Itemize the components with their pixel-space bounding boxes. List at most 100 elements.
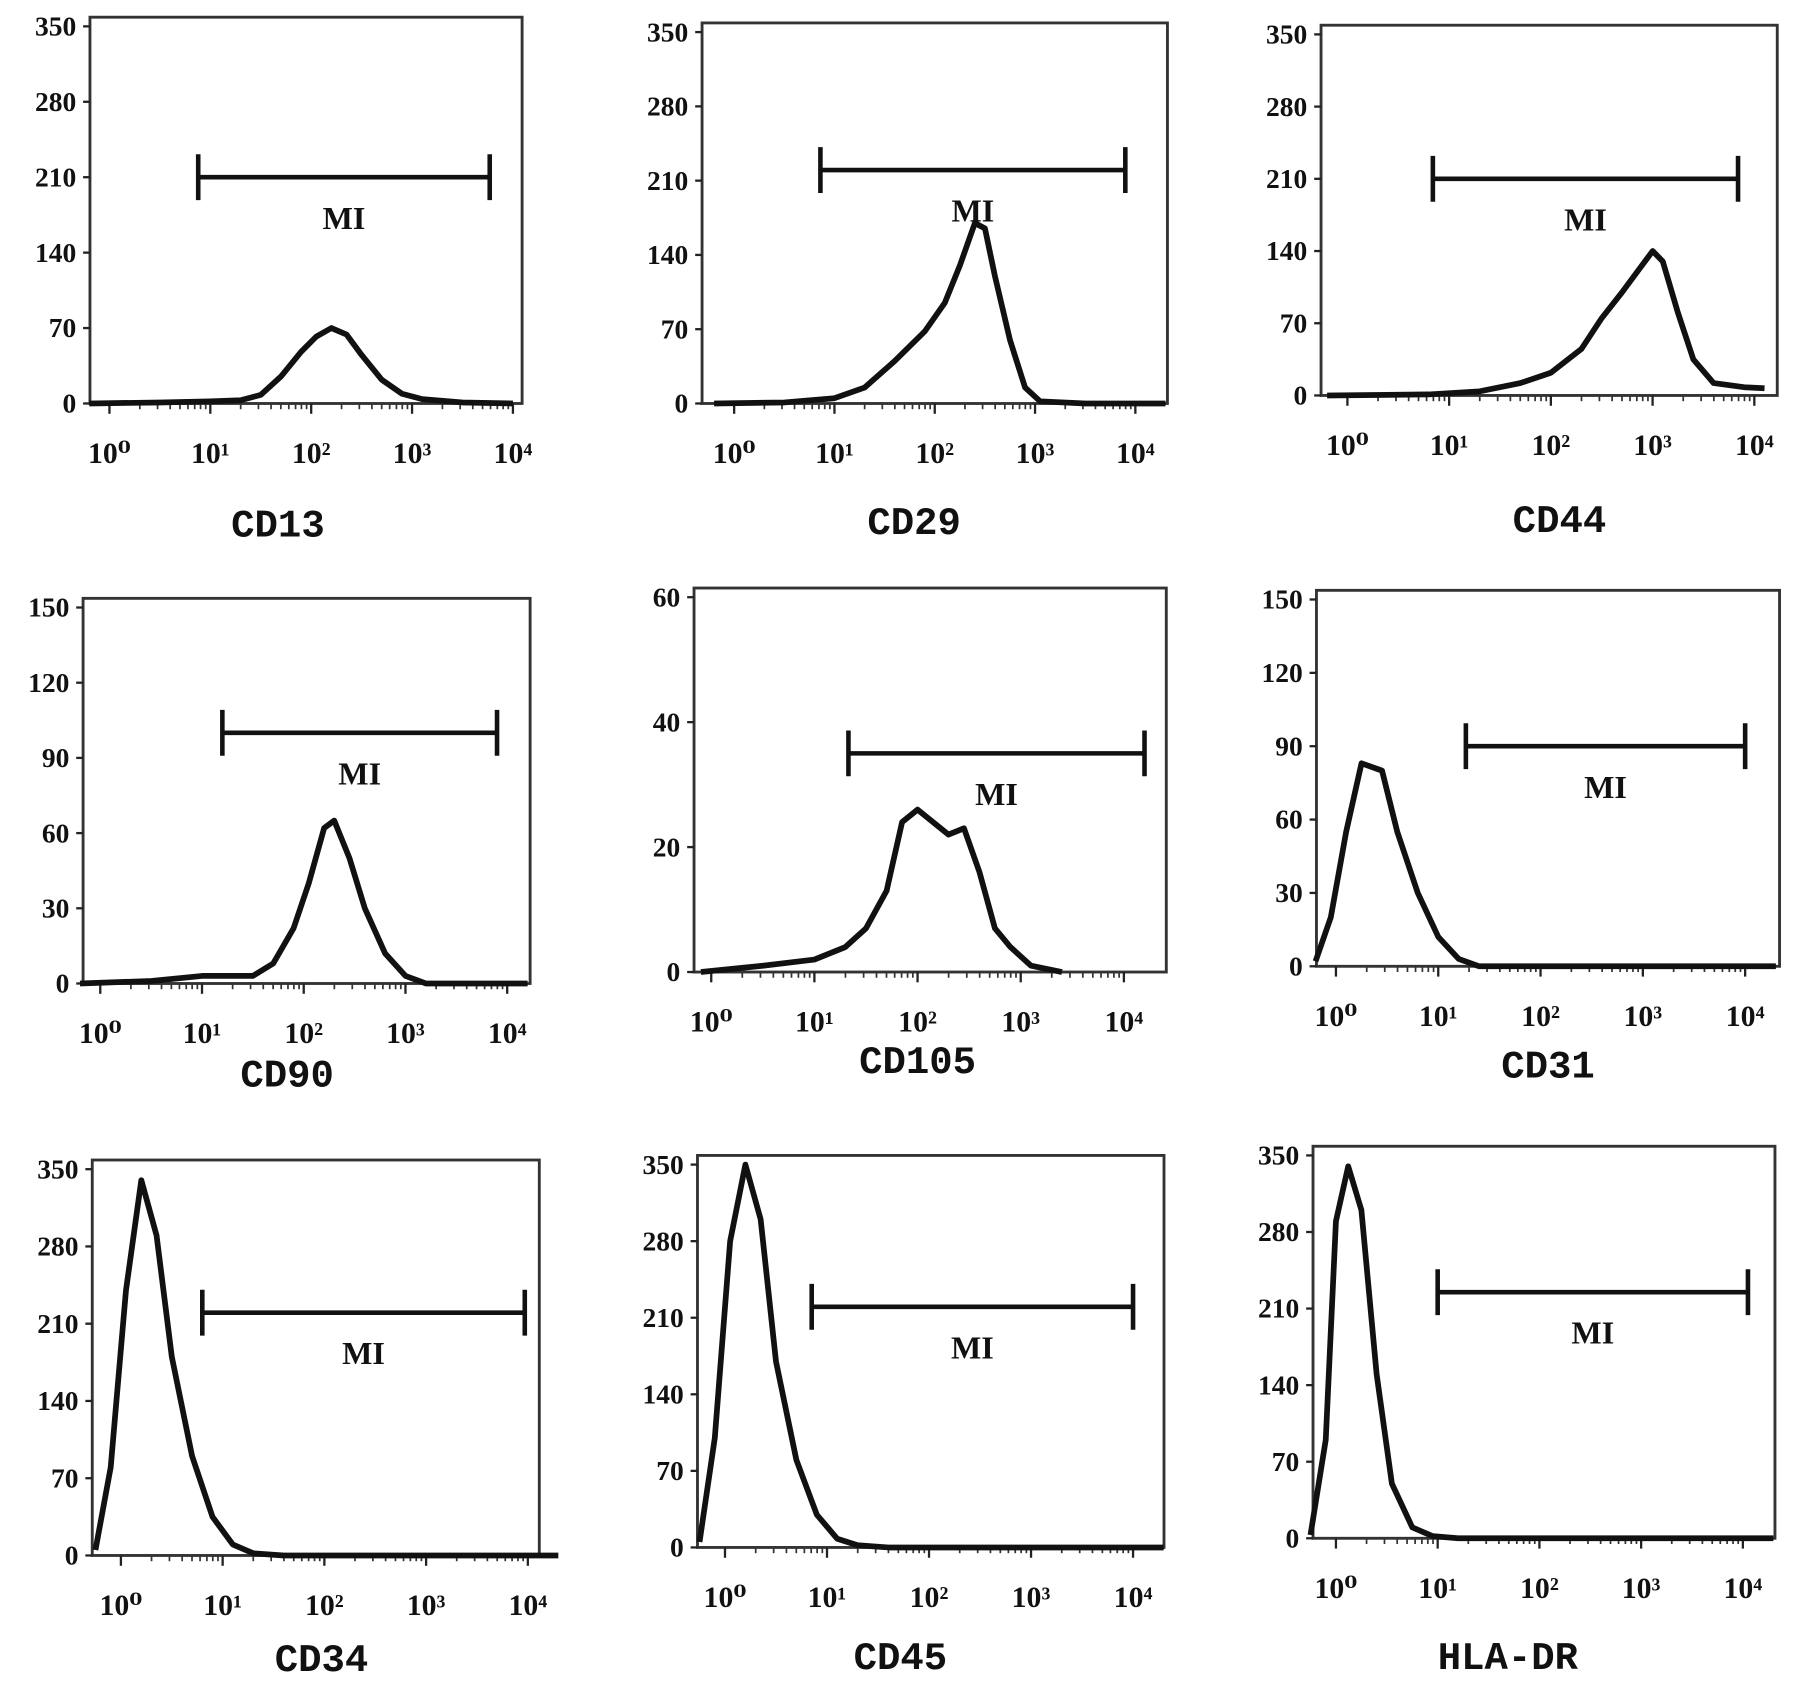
y-tick-label: 280 — [35, 86, 76, 117]
y-tick-label: 120 — [28, 667, 69, 698]
histogram-panel-cd13: 0 70 140 210 280 350 10⁰ 10¹ 10² 10³ 10⁴ MI CD13 — [35, 11, 532, 549]
x-tick-label: 10⁴ — [1114, 1581, 1153, 1614]
y-tick-label: 350 — [642, 1149, 683, 1180]
y-tick-label: 140 — [642, 1378, 683, 1409]
y-tick-label: 0 — [65, 1540, 79, 1571]
x-tick-label: 10⁰ — [1315, 1572, 1358, 1605]
x-tick-label: 10³ — [407, 1589, 446, 1622]
x-tick-label: 10⁴ — [494, 437, 533, 470]
x-tick-label: 10⁰ — [99, 1589, 142, 1622]
x-tick-label: 10¹ — [1418, 1572, 1457, 1605]
plot-frame — [81, 596, 532, 985]
panel-title: HLA-DR — [1438, 1637, 1579, 1681]
x-tick-label: 10¹ — [795, 1006, 834, 1039]
x-tick-label: 10³ — [1623, 1000, 1662, 1033]
y-tick-label: 140 — [37, 1385, 78, 1416]
y-tick-label: 350 — [35, 11, 76, 42]
y-tick-label: 0 — [1286, 1522, 1300, 1553]
y-tick-label: 140 — [35, 237, 76, 268]
x-tick-label: 10⁰ — [690, 1006, 733, 1039]
panel-title: CD90 — [240, 1055, 334, 1099]
histogram-curve — [1312, 760, 1776, 970]
plot-frame — [1311, 1144, 1777, 1540]
x-tick-label: 10¹ — [183, 1017, 222, 1050]
y-tick-label: 70 — [1272, 1446, 1300, 1477]
y-tick-label: 210 — [1266, 163, 1307, 194]
x-tick-label: 10³ — [1001, 1006, 1040, 1039]
y-tick-label: 70 — [51, 1462, 78, 1493]
y-tick-label: 0 — [1294, 380, 1308, 411]
mi-marker-label: MI — [342, 1335, 385, 1371]
plot-frame — [90, 1158, 541, 1557]
y-tick-label: 350 — [37, 1153, 78, 1184]
y-tick-label: 140 — [1258, 1369, 1299, 1400]
x-tick-label: 10⁴ — [508, 1589, 547, 1622]
x-tick-label: 10³ — [1622, 1572, 1661, 1605]
histogram-panel-cd31: 0 30 60 90 120 150 10⁰ 10¹ 10² 10³ 10⁴ MI CD31 — [1261, 584, 1781, 1089]
histogram-curve — [714, 220, 1166, 407]
panel-title: CD45 — [854, 1637, 948, 1681]
y-tick-label: 0 — [670, 1532, 684, 1563]
x-tick-label: 10² — [1532, 429, 1571, 462]
y-tick-label: 280 — [37, 1231, 78, 1262]
y-tick-label: 20 — [653, 831, 681, 862]
x-tick-label: 10⁴ — [1726, 1000, 1765, 1033]
y-tick-label: 70 — [661, 313, 689, 344]
y-tick-label: 0 — [667, 956, 681, 987]
histogram-curve — [700, 806, 1063, 975]
mi-marker-label: MI — [323, 200, 366, 236]
x-tick-label: 10⁰ — [88, 437, 131, 470]
mi-marker-label: MI — [951, 1329, 994, 1365]
x-tick-label: 10¹ — [1430, 429, 1469, 462]
x-tick-label: 10² — [305, 1589, 344, 1622]
y-tick-label: 150 — [28, 592, 69, 623]
x-tick-label: 10⁴ — [1723, 1572, 1762, 1605]
histogram-curve — [1327, 248, 1765, 399]
x-tick-label: 10² — [1521, 1000, 1560, 1033]
histogram-panel-cd34: 0 70 140 210 280 350 10⁰ 10¹ 10² 10³ 10⁴ MI CD34 — [37, 1153, 559, 1683]
y-tick-label: 70 — [656, 1455, 684, 1486]
y-tick-label: 70 — [1280, 307, 1308, 338]
histogram-curve — [79, 817, 528, 987]
y-tick-label: 210 — [1258, 1293, 1299, 1324]
histogram-curve — [92, 1177, 559, 1559]
panel-title: CD34 — [275, 1639, 369, 1683]
x-tick-label: 10² — [910, 1581, 949, 1614]
x-tick-label: 10⁰ — [1315, 1000, 1358, 1033]
x-tick-label: 10¹ — [203, 1589, 242, 1622]
y-tick-label: 0 — [56, 968, 70, 999]
panel-title: CD29 — [867, 502, 961, 546]
mi-marker-label: MI — [1564, 201, 1607, 237]
panel-title: CD31 — [1501, 1045, 1595, 1089]
y-tick-label: 350 — [1266, 19, 1307, 50]
x-tick-label: 10³ — [1012, 1581, 1051, 1614]
y-tick-label: 210 — [37, 1308, 78, 1339]
x-tick-label: 10⁰ — [1326, 429, 1369, 462]
panel-title: CD105 — [859, 1041, 976, 1085]
y-tick-label: 280 — [1258, 1216, 1299, 1247]
y-tick-label: 280 — [647, 91, 688, 122]
y-tick-label: 70 — [49, 312, 76, 343]
x-tick-label: 10⁴ — [488, 1017, 527, 1050]
x-tick-label: 10¹ — [808, 1581, 847, 1614]
panel-title: CD13 — [231, 504, 325, 548]
y-tick-label: 30 — [1275, 877, 1303, 908]
y-tick-label: 350 — [1258, 1140, 1299, 1171]
y-tick-label: 280 — [642, 1225, 683, 1256]
plot-frame — [700, 21, 1169, 405]
y-tick-label: 210 — [642, 1302, 683, 1333]
x-tick-label: 10¹ — [1419, 1000, 1458, 1033]
histogram-panel-cd45: 0 70 140 210 280 350 10⁰ 10¹ 10² 10³ 10⁴ MI CD45 — [642, 1149, 1166, 1681]
x-tick-label: 10³ — [1016, 437, 1055, 470]
x-tick-label: 10⁰ — [713, 437, 756, 470]
x-tick-label: 10² — [915, 437, 954, 470]
plot-frame — [1319, 23, 1779, 397]
plot-frame — [696, 1153, 1166, 1549]
x-tick-label: 10³ — [393, 437, 432, 470]
histogram-curve — [696, 1161, 1164, 1551]
y-tick-label: 0 — [1289, 950, 1303, 981]
mi-marker-label: MI — [1571, 1315, 1614, 1351]
x-tick-label: 10² — [1520, 1572, 1559, 1605]
